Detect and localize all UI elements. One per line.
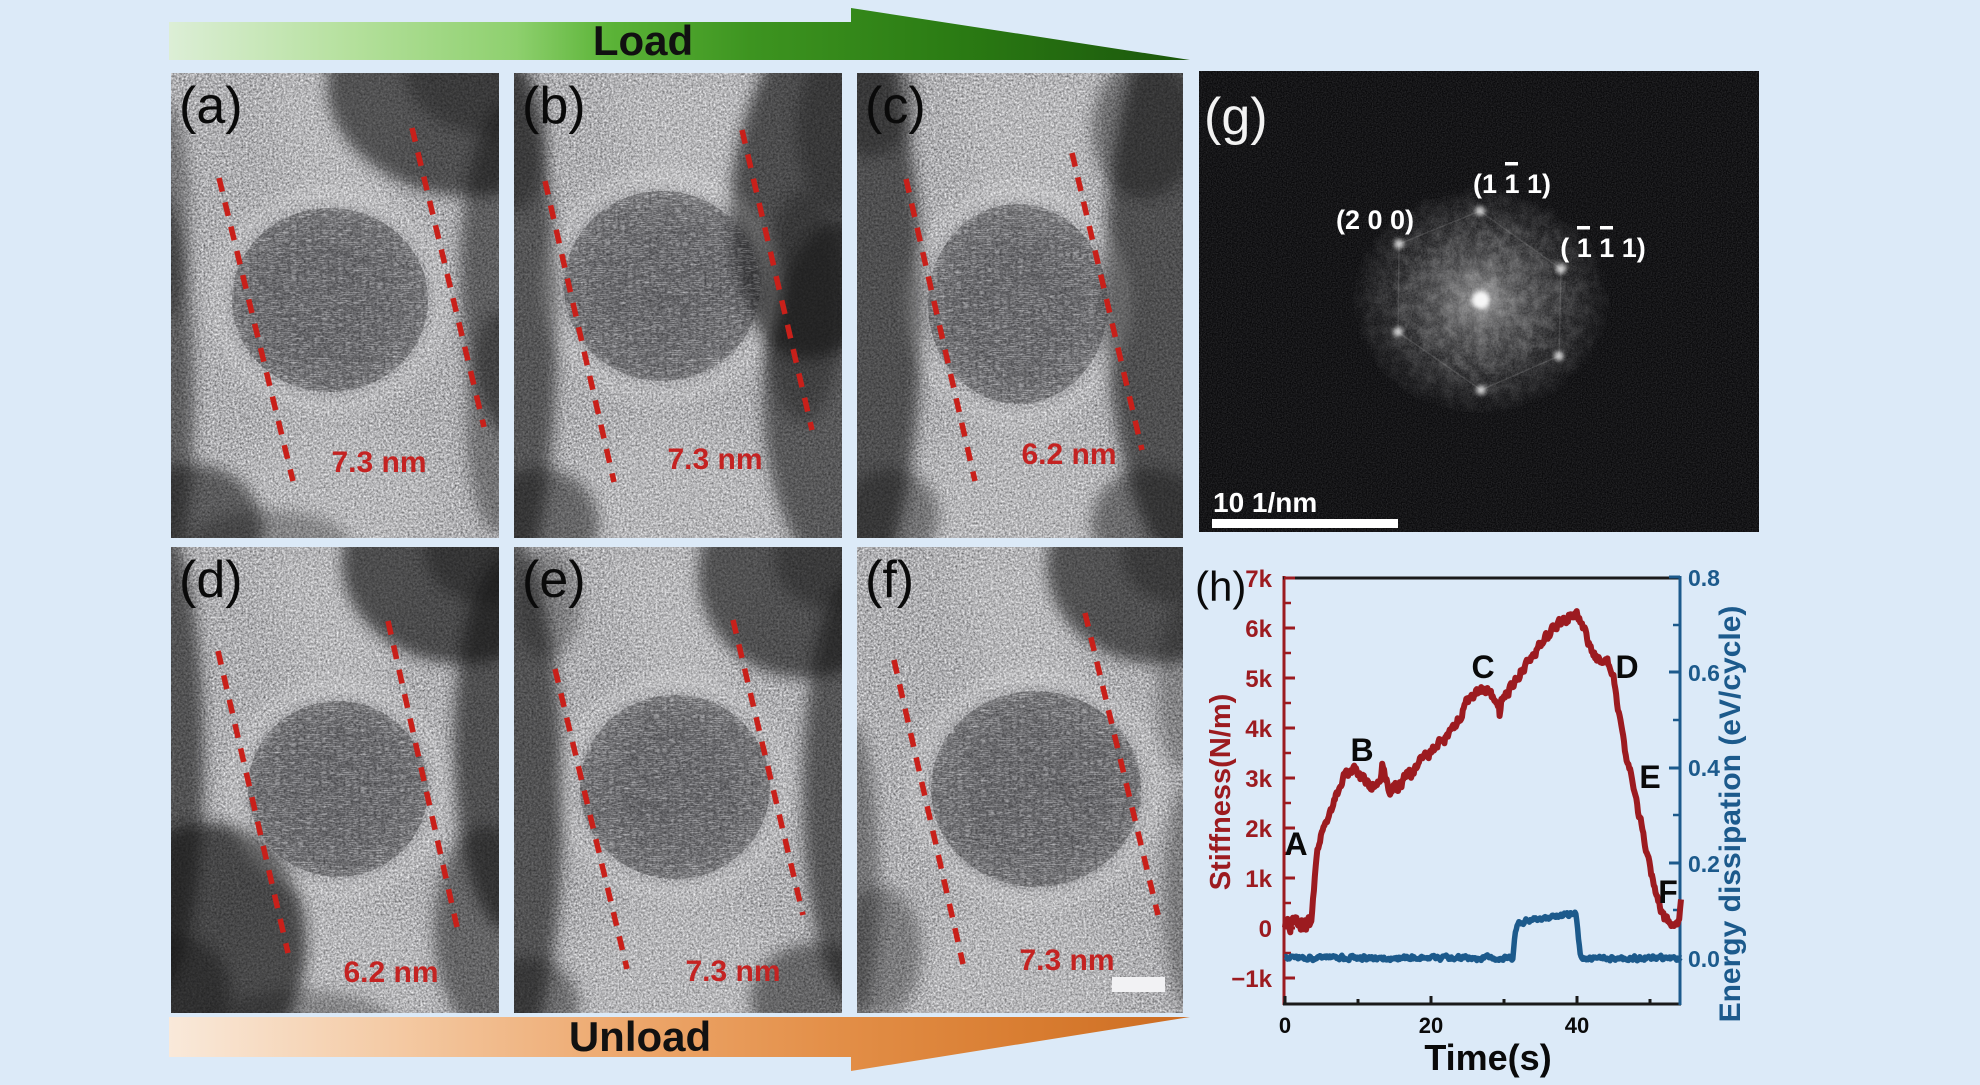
- svg-text:0.0: 0.0: [1688, 946, 1720, 972]
- svg-text:7.3 nm: 7.3 nm: [331, 446, 426, 479]
- svg-text:2k: 2k: [1245, 816, 1272, 843]
- svg-text:6.2 nm: 6.2 nm: [343, 956, 438, 989]
- svg-text:(g): (g): [1204, 88, 1268, 146]
- svg-text:7.3 nm: 7.3 nm: [1019, 944, 1114, 977]
- svg-text:(a): (a): [179, 77, 243, 135]
- svg-text:6.2 nm: 6.2 nm: [1021, 438, 1116, 471]
- svg-text:0.8: 0.8: [1688, 565, 1720, 591]
- svg-text:0: 0: [1279, 1013, 1291, 1038]
- svg-text:10 1/nm: 10 1/nm: [1213, 487, 1317, 518]
- svg-text:(2 0 0): (2 0 0): [1336, 205, 1414, 235]
- svg-text:F: F: [1658, 874, 1678, 910]
- svg-text:4k: 4k: [1245, 716, 1272, 743]
- svg-text:Energy dissipation (eV/cycle): Energy dissipation (eV/cycle): [1714, 606, 1747, 1023]
- svg-text:0.6: 0.6: [1688, 660, 1720, 686]
- svg-text:(d): (d): [179, 551, 243, 609]
- svg-text:−1k: −1k: [1231, 966, 1272, 993]
- svg-text:Stiffness(N/m): Stiffness(N/m): [1205, 694, 1237, 891]
- svg-text:( 1 1 1): ( 1 1 1): [1560, 233, 1646, 263]
- svg-text:(c): (c): [865, 77, 926, 135]
- svg-text:Time(s): Time(s): [1424, 1037, 1551, 1078]
- svg-text:B: B: [1350, 732, 1373, 768]
- svg-text:7k: 7k: [1245, 566, 1272, 593]
- svg-text:40: 40: [1565, 1013, 1589, 1038]
- svg-text:3k: 3k: [1245, 766, 1272, 793]
- svg-text:(f): (f): [865, 551, 914, 609]
- svg-text:D: D: [1615, 649, 1638, 685]
- svg-text:E: E: [1639, 759, 1660, 795]
- svg-text:7.3 nm: 7.3 nm: [667, 443, 762, 476]
- svg-text:A: A: [1284, 826, 1307, 862]
- svg-text:1k: 1k: [1245, 866, 1272, 893]
- svg-text:Unload: Unload: [569, 1013, 711, 1060]
- svg-text:5k: 5k: [1245, 666, 1272, 693]
- svg-text:20: 20: [1419, 1013, 1443, 1038]
- svg-text:0: 0: [1259, 916, 1272, 943]
- svg-text:0.2: 0.2: [1688, 851, 1720, 877]
- svg-text:C: C: [1471, 649, 1494, 685]
- svg-text:(b): (b): [522, 77, 586, 135]
- svg-text:0.4: 0.4: [1688, 755, 1720, 781]
- svg-text:(h): (h): [1195, 563, 1246, 610]
- svg-text:(1 1 1): (1 1 1): [1473, 169, 1551, 199]
- svg-text:7.3 nm: 7.3 nm: [685, 955, 780, 988]
- svg-text:Load: Load: [593, 17, 693, 64]
- svg-text:6k: 6k: [1245, 616, 1272, 643]
- svg-text:(e): (e): [522, 551, 586, 609]
